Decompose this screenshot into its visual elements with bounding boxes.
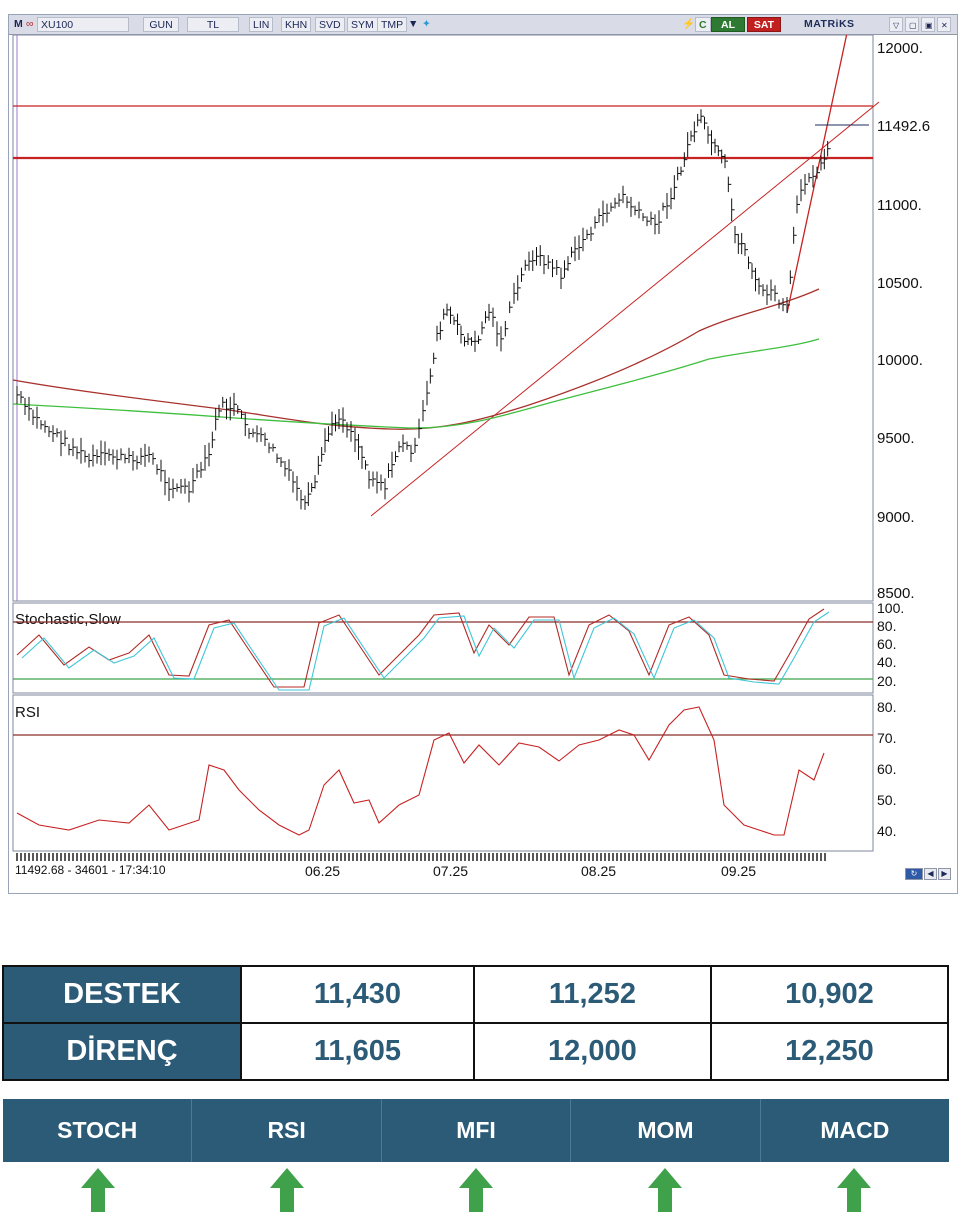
signal-mfi bbox=[381, 1168, 570, 1218]
price-tick: 10500. bbox=[877, 275, 923, 292]
up-arrow-icon bbox=[648, 1168, 683, 1212]
price-tick: 8500. bbox=[877, 585, 915, 602]
brand-logo: MATRiKS bbox=[804, 18, 855, 30]
price-tick: 12000. bbox=[877, 40, 923, 57]
c-button[interactable]: C bbox=[695, 17, 711, 32]
svg-text:60.: 60. bbox=[877, 761, 896, 777]
scroll-right-icon[interactable]: ▶ bbox=[938, 868, 951, 880]
lin-button[interactable]: LIN bbox=[249, 17, 274, 32]
stochastic-title: Stochastic,Slow bbox=[15, 611, 121, 628]
chart-navigation: ↻ ◀ ▶ bbox=[905, 868, 951, 880]
scroll-left-icon[interactable]: ◀ bbox=[924, 868, 937, 880]
price-tick: 9500. bbox=[877, 430, 915, 447]
currency-selector[interactable]: TL bbox=[187, 17, 239, 32]
support-value: 10,902 bbox=[709, 965, 950, 1024]
levels-table: DESTEK 11,430 11,252 10,902 DİRENÇ 11,60… bbox=[2, 965, 950, 1081]
svg-text:80.: 80. bbox=[877, 699, 896, 715]
indicator-mfi: MFI bbox=[382, 1099, 572, 1162]
rsi-line bbox=[16, 706, 825, 836]
month-label-07: 07.25 bbox=[433, 863, 469, 879]
up-arrow-icon bbox=[459, 1168, 493, 1212]
price-axis: 12000. 11492.6 11000. 10500. 10000. 9500… bbox=[877, 40, 930, 602]
support-label: DESTEK bbox=[2, 965, 242, 1024]
signal-rsi bbox=[192, 1168, 381, 1218]
month-label-06: 06.25 bbox=[305, 863, 341, 879]
dropdown-arrow-icon[interactable]: ▼ bbox=[408, 18, 419, 30]
ohlc-bars bbox=[16, 109, 831, 510]
support-value: 11,252 bbox=[472, 965, 712, 1024]
price-tick: 9000. bbox=[877, 509, 915, 526]
sell-button[interactable]: SAT bbox=[747, 17, 781, 32]
resistance-value: 12,250 bbox=[709, 1022, 950, 1081]
month-label-08: 08.25 bbox=[581, 863, 617, 879]
menu-button[interactable]: M bbox=[14, 18, 23, 30]
up-arrow-icon bbox=[269, 1168, 304, 1212]
rsi-panel bbox=[12, 694, 874, 852]
chart-window: M ∞ XU100 GUN TL LIN KHN SVD SYM TMP ▼ ✦… bbox=[8, 14, 958, 894]
resistance-value: 12,000 bbox=[472, 1022, 712, 1081]
window-icon[interactable]: ▢ bbox=[905, 17, 919, 32]
refresh-icon[interactable]: ↻ bbox=[905, 868, 923, 880]
indicator-mom: MOM bbox=[571, 1099, 761, 1162]
khn-button[interactable]: KHN bbox=[281, 17, 312, 32]
rsi-title: RSI bbox=[15, 704, 40, 721]
rsi-axis: 80. 70. 60. 50. 40. bbox=[877, 699, 896, 839]
svg-text:40.: 40. bbox=[877, 654, 896, 670]
twitter-icon[interactable]: ✦ bbox=[422, 18, 431, 30]
resistance-value: 11,605 bbox=[240, 1022, 475, 1081]
indicator-stoch: STOCH bbox=[3, 1099, 193, 1162]
trend-line-long bbox=[370, 101, 880, 517]
restore-icon[interactable]: ▣ bbox=[921, 17, 935, 32]
svd-button[interactable]: SVD bbox=[315, 17, 345, 32]
resistance-label: DİRENÇ bbox=[2, 1022, 242, 1081]
svg-text:20.: 20. bbox=[877, 673, 896, 689]
up-arrow-icon bbox=[837, 1168, 872, 1212]
period-selector[interactable]: GUN bbox=[143, 17, 179, 32]
indicator-signals bbox=[3, 1168, 949, 1218]
month-label-09: 09.25 bbox=[721, 863, 757, 879]
signal-macd bbox=[760, 1168, 949, 1218]
support-value: 11,430 bbox=[240, 965, 475, 1024]
resistance-row: DİRENÇ 11,605 12,000 12,250 bbox=[2, 1022, 950, 1081]
svg-text:40.: 40. bbox=[877, 823, 896, 839]
link-icon[interactable]: ∞ bbox=[26, 18, 34, 30]
svg-text:60.: 60. bbox=[877, 636, 896, 652]
price-chart[interactable]: 12000. 11492.6 11000. 10500. 10000. 9500… bbox=[9, 35, 957, 865]
price-tick: 11000. bbox=[877, 197, 922, 214]
stochastic-k-line bbox=[16, 608, 825, 688]
svg-text:70.: 70. bbox=[877, 730, 896, 746]
price-tick-current: 11492.6 bbox=[877, 118, 930, 135]
signal-stoch bbox=[3, 1168, 192, 1218]
svg-text:50.: 50. bbox=[877, 792, 896, 808]
svg-text:80.: 80. bbox=[877, 618, 896, 634]
support-row: DESTEK 11,430 11,252 10,902 bbox=[2, 965, 950, 1024]
signal-mom bbox=[571, 1168, 760, 1218]
stochastic-axis: 100. 80. 60. 40. 20. bbox=[877, 600, 904, 689]
time-axis-ticks bbox=[16, 853, 826, 861]
price-tick: 10000. bbox=[877, 352, 923, 369]
status-line: 11492.68 - 34601 - 17:34:10 bbox=[13, 863, 168, 877]
minimize-icon[interactable]: ▽ bbox=[889, 17, 903, 32]
chart-toolbar: M ∞ XU100 GUN TL LIN KHN SVD SYM TMP ▼ ✦… bbox=[9, 15, 957, 35]
indicator-macd: MACD bbox=[820, 1117, 890, 1143]
indicator-rsi: RSI bbox=[192, 1099, 382, 1162]
stochastic-d-line bbox=[21, 611, 830, 691]
lightning-icon[interactable]: ⚡ bbox=[682, 18, 696, 30]
moving-average-green bbox=[12, 338, 820, 429]
close-icon[interactable]: ✕ bbox=[937, 17, 951, 32]
svg-text:100.: 100. bbox=[877, 600, 904, 616]
up-arrow-icon bbox=[80, 1168, 115, 1212]
symbol-field[interactable]: XU100 bbox=[37, 17, 129, 32]
indicator-bar: STOCH RSI MFI MOM MACD bbox=[3, 1099, 949, 1162]
tmp-button[interactable]: TMP bbox=[377, 17, 408, 32]
price-panel bbox=[12, 35, 874, 602]
sym-button[interactable]: SYM bbox=[347, 17, 378, 32]
buy-button[interactable]: AL bbox=[711, 17, 745, 32]
